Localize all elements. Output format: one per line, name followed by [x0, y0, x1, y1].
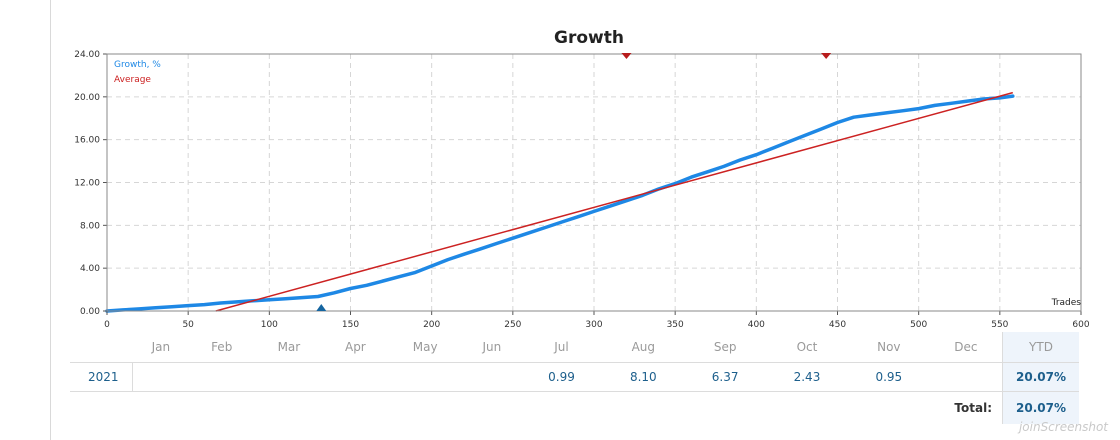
- month-header-mar: Mar: [277, 340, 301, 354]
- x-tick-label: 0: [104, 320, 110, 330]
- deposit-marker-up: [316, 304, 327, 311]
- year-header: [70, 332, 133, 363]
- value-oct: 2.43: [766, 362, 848, 392]
- growth-series-line: [105, 94, 1015, 313]
- y-tick-label: 0.00: [80, 307, 100, 317]
- month-header-aug: Aug: [631, 340, 656, 354]
- deposit-marker-down: [821, 53, 832, 59]
- total-row: Total: 20.07%: [70, 391, 1079, 424]
- series-layer: [105, 91, 1015, 313]
- legend-growth: Growth, %: [114, 60, 161, 70]
- x-tick-label: 600: [1072, 320, 1089, 330]
- growth-chart: Growth 0 50 100 150 200 250 300 350 400 450 500 550…: [74, 28, 1090, 330]
- y-tick-label: 20.00: [74, 93, 100, 103]
- month-header-nov: Nov: [877, 340, 901, 354]
- x-tick-label: 500: [910, 320, 927, 330]
- x-tick-label: 250: [504, 320, 521, 330]
- y-tick-label: 16.00: [74, 136, 100, 146]
- table-row: 2021 0.99 8.10 6.37 2.43 0.95 20.07%: [70, 362, 1079, 392]
- value-jan: [132, 362, 190, 392]
- ytd-header: YTD: [1002, 332, 1079, 363]
- value-apr: [323, 362, 388, 392]
- month-header-jan: Jan: [151, 340, 171, 354]
- x-tick-label: 350: [667, 320, 684, 330]
- plot-border: [106, 53, 1082, 312]
- x-tick-label: 50: [182, 320, 194, 330]
- left-divider: [50, 0, 51, 440]
- x-tick-label: 100: [261, 320, 278, 330]
- month-header-sep: Sep: [713, 340, 737, 354]
- month-header-oct: Oct: [796, 340, 818, 354]
- average-series-line: [215, 91, 1013, 312]
- watermark: joinScreenshot: [1018, 420, 1108, 434]
- total-label: Total:: [954, 401, 992, 415]
- value-nov: 0.95: [847, 362, 930, 392]
- month-header-dec: Dec: [954, 340, 978, 354]
- value-mar: [254, 362, 324, 392]
- y-tick-label: 24.00: [74, 50, 100, 60]
- month-header-feb: Feb: [211, 340, 233, 354]
- x-tick-label: 150: [342, 320, 359, 330]
- x-tick-label: 550: [991, 320, 1008, 330]
- y-tick-label: 8.00: [80, 221, 100, 231]
- total-value: 20.07%: [1002, 391, 1079, 424]
- chart-title: Growth: [554, 28, 624, 48]
- month-header-apr: Apr: [344, 340, 366, 354]
- monthly-returns-table: Jan Feb Mar Apr May Jun Jul Aug Sep Oct …: [70, 332, 1079, 424]
- y-tick-label: 12.00: [74, 179, 100, 189]
- grid: [107, 53, 1081, 311]
- ytd-value: 20.07%: [1002, 362, 1079, 392]
- axes: 0 50 100 150 200 250 300 350 400 450 500 550 600 0.00…: [74, 50, 1090, 330]
- value-feb: [189, 362, 255, 392]
- month-header-jun: Jun: [482, 340, 502, 354]
- deposit-marker-down: [621, 53, 632, 59]
- year-cell: 2021: [70, 362, 133, 392]
- x-tick-label: 450: [829, 320, 846, 330]
- value-jul: 0.99: [520, 362, 603, 392]
- x-tick-label: 200: [423, 320, 440, 330]
- y-tick-label: 4.00: [80, 264, 100, 274]
- legend-average: Average: [114, 75, 151, 85]
- month-header-row: Jan Feb Mar Apr May Jun Jul Aug Sep Oct …: [70, 332, 1079, 363]
- month-header-may: May: [412, 340, 438, 354]
- x-tick-label: 400: [748, 320, 765, 330]
- value-aug: 8.10: [602, 362, 685, 392]
- month-header-jul: Jul: [554, 340, 569, 354]
- value-sep: 6.37: [684, 362, 767, 392]
- value-dec: [929, 362, 1003, 392]
- markers: [316, 53, 832, 311]
- x-axis-label: Trades: [1051, 298, 1082, 308]
- x-tick-label: 300: [585, 320, 602, 330]
- value-may: [387, 362, 464, 392]
- value-jun: [463, 362, 521, 392]
